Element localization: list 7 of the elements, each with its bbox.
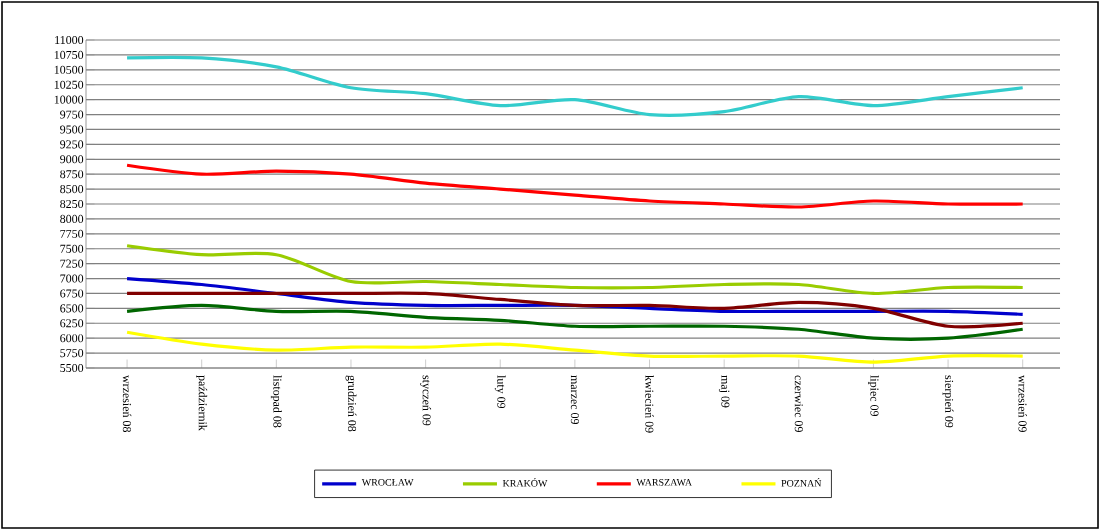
line-series [125, 55, 1025, 117]
line-series [125, 163, 1025, 209]
line-series [125, 330, 1025, 364]
line-series [125, 303, 1025, 341]
line-series [125, 291, 1025, 329]
line-series [125, 244, 1025, 296]
line-series [125, 276, 1025, 316]
